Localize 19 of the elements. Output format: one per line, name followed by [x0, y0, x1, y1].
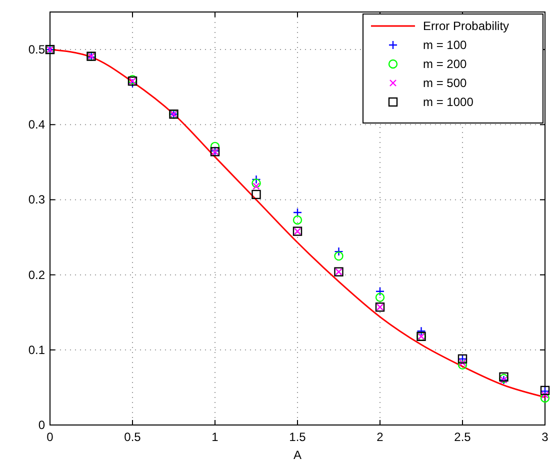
x-tick-label: 0.5: [124, 430, 142, 444]
y-tick-label: 0.5: [28, 42, 46, 57]
x-axis-title: A: [293, 448, 302, 462]
x-tick-label: 3: [542, 430, 549, 444]
x-tick-label: 1.5: [289, 430, 306, 444]
legend-label: Error Probability: [423, 19, 510, 33]
legend-label: m = 500: [423, 76, 468, 90]
y-tick-label: 0.4: [28, 118, 46, 132]
x-tick-label: 1: [212, 430, 219, 444]
legend-label: m = 1000: [423, 95, 474, 109]
y-tick-label: 0.3: [28, 192, 46, 207]
y-tick-label: 0: [38, 418, 46, 432]
legend-label: m = 100: [423, 38, 468, 52]
y-tick-label: 0.2: [28, 268, 46, 282]
legend-label: m = 200: [423, 57, 468, 71]
x-tick-label: 0: [46, 430, 54, 444]
x-tick-label: 2.5: [454, 430, 472, 444]
x-tick-label: 2: [376, 430, 384, 444]
y-tick-label: 0.1: [28, 342, 46, 357]
